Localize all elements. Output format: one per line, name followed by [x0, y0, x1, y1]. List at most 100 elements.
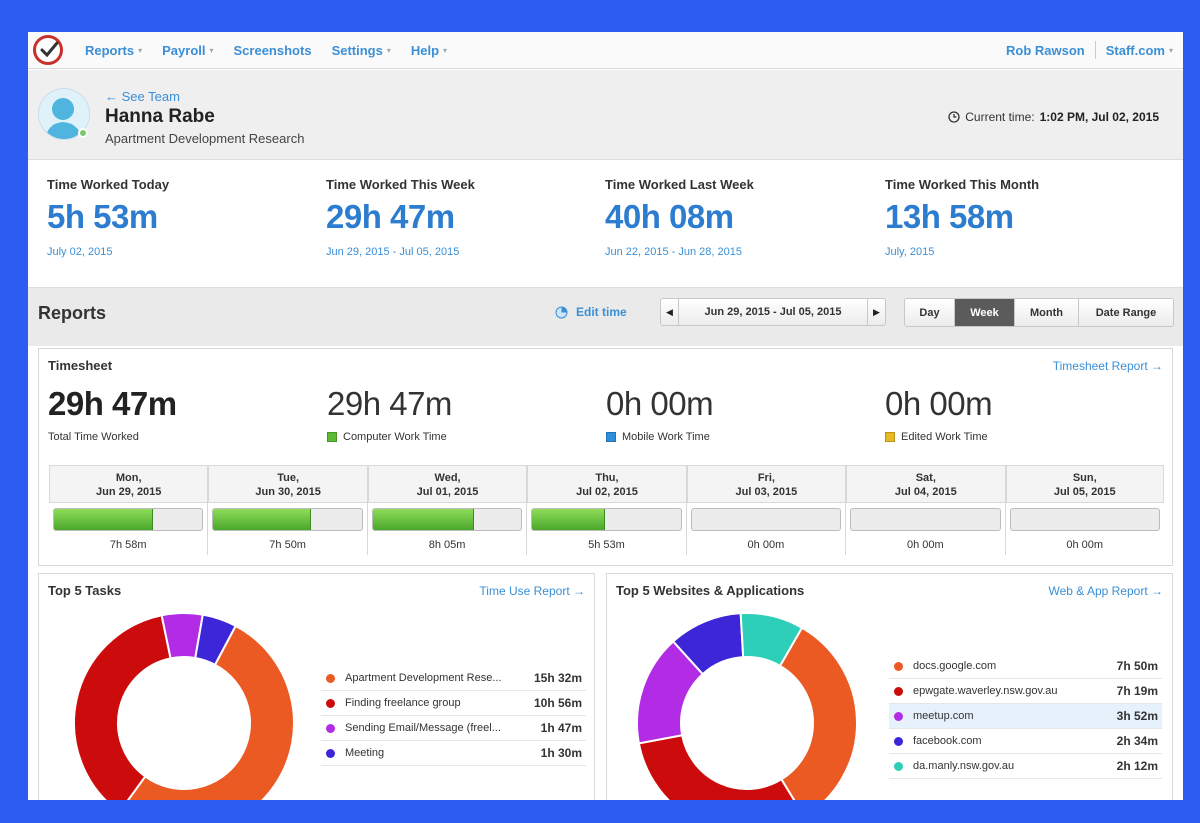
time-stats: Time Worked Today 5h 53m July 02, 2015 T…	[28, 161, 1183, 288]
prev-period-button[interactable]: ◀	[661, 299, 679, 325]
view-switcher: Day Week Month Date Range	[904, 298, 1174, 327]
day-progress-fill	[532, 509, 605, 530]
see-team-link[interactable]: ← See Team	[105, 89, 180, 104]
donut-slice[interactable]	[119, 624, 295, 800]
day-name: Fri,	[757, 472, 775, 484]
timesheet-panel: Timesheet Timesheet Report → 29h 47m Tot…	[38, 348, 1173, 566]
legend-item[interactable]: da.manly.nsw.gov.au 2h 12m	[889, 754, 1162, 779]
edit-time-label: Edit time	[576, 305, 627, 319]
nav-settings[interactable]: Settings ▾	[332, 43, 391, 58]
view-day-button[interactable]: Day	[905, 299, 955, 326]
chevron-left-icon: ◀	[666, 306, 673, 317]
stat-date: July 02, 2015	[47, 246, 113, 258]
app-window: Reports ▾ Payroll ▾ Screenshots Settings ▾ …	[28, 32, 1183, 800]
stat-value: 40h 08m	[605, 198, 734, 235]
legend-item[interactable]: facebook.com 2h 34m	[889, 729, 1162, 754]
nav-reports-label: Reports	[85, 42, 135, 58]
stat-label: Time Worked Today	[47, 177, 170, 192]
metric-value: 0h 00m	[885, 385, 993, 422]
timesheet-report-link[interactable]: Timesheet Report →	[1052, 359, 1163, 373]
day-header: Tue, Jun 30, 2015	[208, 465, 367, 503]
legend-item[interactable]: epwgate.waverley.nsw.gov.au 7h 19m	[889, 679, 1162, 704]
next-period-button[interactable]: ▶	[867, 299, 885, 325]
total-time-metric: 29h 47m Total Time Worked	[48, 385, 177, 443]
legend-dot	[326, 748, 335, 758]
legend-label: Apartment Development Rese...	[345, 672, 502, 684]
donut-slice[interactable]	[194, 613, 237, 667]
legend-label: meetup.com	[913, 710, 974, 722]
day-total-time: 0h 00m	[747, 539, 785, 551]
day-name: Sat,	[915, 472, 936, 484]
stat-value: 5h 53m	[47, 198, 158, 235]
day-total-time: 5h 53m	[588, 539, 625, 551]
tasks-donut-chart	[73, 612, 295, 800]
day-name: Tue,	[277, 472, 300, 484]
metric-value: 29h 47m	[48, 385, 177, 422]
day-total-time: 8h 05m	[428, 539, 466, 551]
legend-swatch	[606, 432, 616, 442]
week-days: Mon, Jun 29, 2015 7h 58m Tue, Jun 30, 2015 7h…	[49, 465, 1164, 555]
donut-slice[interactable]	[637, 734, 804, 800]
day-header: Sat, Jul 04, 2015	[846, 465, 1005, 503]
date-range-label[interactable]: Jun 29, 2015 - Jul 05, 2015	[704, 306, 842, 318]
timesheet-title: Timesheet	[48, 358, 113, 373]
nav-payroll[interactable]: Payroll ▾	[162, 43, 213, 58]
day-progress-fill	[213, 509, 312, 530]
day-progress-fill	[372, 509, 474, 530]
day-progress-bar	[531, 508, 682, 531]
top-websites-panel: Top 5 Websites & Applications Web & App …	[606, 573, 1173, 800]
nav-help-label: Help	[410, 42, 440, 58]
legend-item[interactable]: meetup.com 3h 52m	[889, 704, 1162, 729]
donut-slice[interactable]	[73, 614, 172, 800]
nav-reports[interactable]: Reports ▾	[85, 43, 142, 58]
legend-value: 3h 52m	[1116, 709, 1158, 723]
donut-slice[interactable]	[778, 626, 858, 800]
web-app-report-link[interactable]: Web & App Report →	[1048, 584, 1163, 598]
app-logo[interactable]	[33, 35, 63, 65]
time-use-report-link[interactable]: Time Use Report →	[479, 584, 585, 598]
legend-label: facebook.com	[913, 735, 982, 747]
day-header: Mon, Jun 29, 2015	[49, 465, 208, 503]
stat-this-week: Time Worked This Week 29h 47m Jun 29, 20…	[326, 177, 475, 258]
tasks-legend: Apartment Development Rese... 15h 32m Find…	[321, 666, 586, 766]
nav-screenshots[interactable]: Screenshots	[234, 43, 312, 58]
day-column: Mon, Jun 29, 2015 7h 58m	[49, 465, 209, 555]
user-name: Hanna Rabe	[105, 106, 215, 127]
day-total-time: 7h 58m	[109, 539, 147, 551]
legend-item[interactable]: Sending Email/Message (freel... 1h 47m	[321, 716, 586, 741]
view-date-range-button[interactable]: Date Range	[1079, 299, 1173, 326]
chevron-down-icon: ▾	[1168, 45, 1173, 55]
stat-date: Jun 29, 2015 - Jul 05, 2015	[326, 246, 460, 258]
user-silhouette-icon	[45, 98, 83, 139]
day-name: Thu,	[595, 472, 619, 484]
reports-title: Reports	[38, 303, 107, 323]
legend-dot	[326, 698, 335, 708]
view-month-button[interactable]: Month	[1015, 299, 1079, 326]
current-time-label: Current time:	[965, 110, 1035, 124]
current-time-value: 1:02 PM, Jul 02, 2015	[1039, 110, 1159, 124]
day-date: Jul 04, 2015	[894, 486, 957, 498]
nav-user[interactable]: Rob Rawson	[1006, 42, 1085, 58]
legend-item[interactable]: Meeting 1h 30m	[321, 741, 586, 766]
nav-org[interactable]: Staff.com ▾	[1106, 43, 1173, 58]
stat-today: Time Worked Today 5h 53m July 02, 2015	[47, 177, 169, 258]
legend-value: 7h 19m	[1116, 684, 1158, 698]
nav-help[interactable]: Help ▾	[411, 43, 447, 58]
chevron-down-icon: ▾	[209, 45, 214, 55]
donut-slice[interactable]	[739, 612, 804, 668]
view-week-button[interactable]: Week	[955, 299, 1015, 326]
day-name: Mon,	[115, 472, 142, 484]
day-column: Sat, Jul 04, 2015 0h 00m	[846, 465, 1006, 555]
legend-item[interactable]: Finding freelance group 10h 56m	[321, 691, 586, 716]
websites-donut-chart	[636, 612, 858, 800]
legend-item[interactable]: docs.google.com 7h 50m	[889, 654, 1162, 679]
date-range-navigator: ◀ Jun 29, 2015 - Jul 05, 2015 ▶	[660, 298, 886, 326]
nav-org-label: Staff.com	[1105, 42, 1165, 58]
nav-screenshots-label: Screenshots	[233, 42, 312, 58]
legend-item[interactable]: Apartment Development Rese... 15h 32m	[321, 666, 586, 691]
day-header: Wed, Jul 01, 2015	[367, 465, 527, 503]
stat-label: Time Worked This Month	[885, 177, 1040, 192]
stat-this-month: Time Worked This Month 13h 58m July, 201…	[885, 177, 1039, 258]
edit-time-button[interactable]: Edit time	[555, 305, 627, 319]
legend-dot	[326, 673, 335, 683]
